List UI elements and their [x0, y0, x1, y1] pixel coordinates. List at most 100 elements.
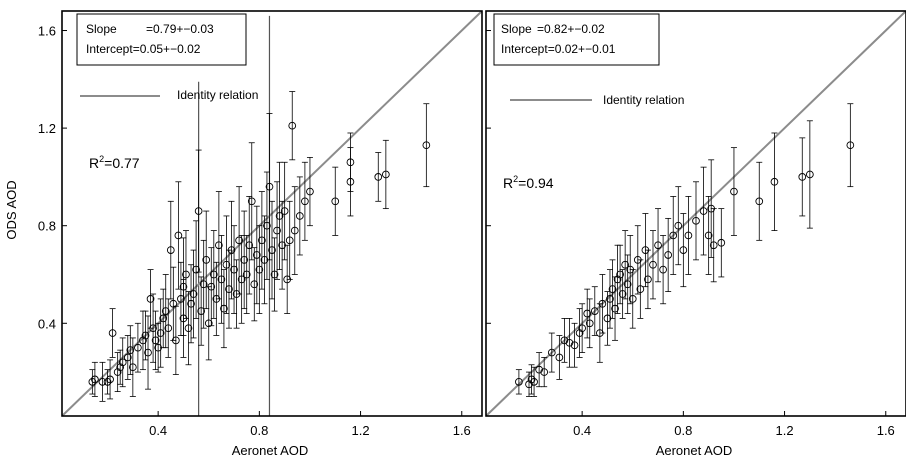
- left-data-point: [263, 171, 271, 280]
- right-xtick-label: 0.4: [573, 423, 591, 438]
- right-data-point: [704, 196, 713, 275]
- left-r-squared: R2=0.77: [89, 154, 140, 171]
- right-data-point: [575, 308, 584, 358]
- left-data-point: [146, 269, 155, 329]
- left-data-point: [235, 186, 243, 295]
- left-data-point: [260, 215, 269, 305]
- right-data-point: [590, 286, 599, 336]
- right-data-point: [649, 230, 657, 300]
- right-data-point: [540, 357, 549, 388]
- left-data-point: [290, 186, 299, 275]
- left-extra-lines: [198, 15, 271, 416]
- left-data-point: [227, 200, 236, 300]
- left-data-point: [374, 152, 383, 202]
- left-data-point: [215, 191, 223, 300]
- left-data-point: [118, 337, 127, 388]
- left-data-point: [187, 264, 195, 344]
- left-data-point: [151, 310, 160, 371]
- left-data-point: [174, 181, 183, 290]
- right-identity-label: Identity relation: [603, 93, 684, 107]
- right-data-point: [598, 274, 607, 334]
- left-data-point: [258, 191, 266, 290]
- left-data-point: [204, 286, 213, 361]
- left-intercept: Intercept=0.05+−0.02: [86, 42, 201, 56]
- left-data-point: [230, 225, 238, 314]
- right-r-squared: R2=0.94: [503, 174, 554, 191]
- left-data-point: [222, 215, 231, 314]
- svg-text:Slope=0.82+−0.02: Slope =0.82+−0.02: [501, 22, 605, 36]
- left-data-point: [189, 249, 198, 339]
- right-xtick-label: 1.6: [877, 423, 895, 438]
- left-data-point: [197, 276, 206, 346]
- right-data-point: [664, 217, 673, 292]
- left-ytick-labels: 0.4 0.8 1.2 1.6: [38, 24, 56, 332]
- left-data-point: [106, 359, 114, 400]
- right-data-point: [806, 120, 814, 229]
- left-data-point: [382, 139, 390, 210]
- right-data-point: [692, 181, 700, 261]
- right-data-points: [515, 103, 855, 397]
- right-slope-label: Slope: [501, 22, 532, 36]
- right-data-point: [608, 259, 617, 319]
- left-data-point: [116, 349, 125, 385]
- left-data-point: [179, 237, 188, 336]
- left-data-point: [306, 156, 314, 227]
- left-identity-legend: Identity relation: [80, 88, 258, 102]
- left-xtick-labels: 0.4 0.8 1.2 1.6: [149, 423, 471, 438]
- y-axis-label: ODS AOD: [4, 180, 19, 239]
- left-data-point: [184, 291, 193, 366]
- right-data-point: [659, 235, 667, 305]
- right-data-point: [621, 230, 630, 300]
- right-data-point: [654, 208, 662, 283]
- right-slope-value: =0.82+−0.02: [537, 22, 605, 36]
- right-data-point: [730, 147, 738, 236]
- left-x-axis-label: Aeronet AOD: [232, 443, 309, 458]
- left-data-point: [166, 200, 175, 300]
- left-data-point: [240, 210, 249, 310]
- left-xtick-label: 1.2: [352, 423, 370, 438]
- right-data-point: [684, 196, 693, 275]
- left-data-point: [252, 205, 261, 305]
- left-data-point: [217, 235, 226, 324]
- left-data-point: [128, 337, 137, 397]
- left-ytick-label: 1.6: [38, 24, 56, 39]
- left-data-point: [285, 200, 294, 280]
- left-data-point: [422, 103, 431, 188]
- left-data-point: [192, 220, 200, 319]
- right-data-point: [555, 335, 564, 380]
- left-data-point: [301, 161, 309, 241]
- left-slope-value: =0.79+−0.03: [146, 22, 214, 36]
- left-data-point: [245, 196, 254, 295]
- left-xtick-label: 0.4: [149, 423, 167, 438]
- left-data-point: [295, 176, 304, 256]
- left-data-point: [149, 293, 157, 363]
- left-data-point: [346, 132, 355, 192]
- left-data-point: [91, 361, 99, 397]
- right-data-point: [798, 137, 807, 217]
- right-data-point: [570, 322, 579, 368]
- left-data-point: [209, 230, 218, 319]
- right-stats-box: Slope =0.82+−0.02 Intercept=0.02+−0.01: [493, 13, 660, 66]
- right-data-point: [616, 244, 624, 305]
- right-xtick-labels: 0.4 0.8 1.2 1.6: [573, 423, 895, 438]
- right-data-point: [515, 369, 523, 395]
- left-data-point: [134, 322, 142, 373]
- left-data-point: [98, 361, 107, 402]
- left-ytick-label: 1.2: [38, 121, 56, 136]
- left-data-point: [172, 305, 180, 375]
- left-data-point: [247, 142, 256, 261]
- left-data-point: [255, 225, 264, 314]
- right-data-point: [535, 352, 543, 388]
- left-xtick-label: 1.6: [453, 423, 471, 438]
- right-data-point: [770, 132, 779, 231]
- right-data-point: [669, 196, 678, 275]
- right-data-point: [560, 318, 569, 363]
- right-x-axis-label: Aeronet AOD: [656, 443, 733, 458]
- right-xtick-label: 0.8: [674, 423, 692, 438]
- left-ytick-label: 0.4: [38, 316, 56, 331]
- right-data-point: [583, 288, 592, 339]
- left-data-point: [280, 161, 289, 261]
- right-data-point: [585, 298, 594, 349]
- left-ytick-label: 0.8: [38, 219, 56, 234]
